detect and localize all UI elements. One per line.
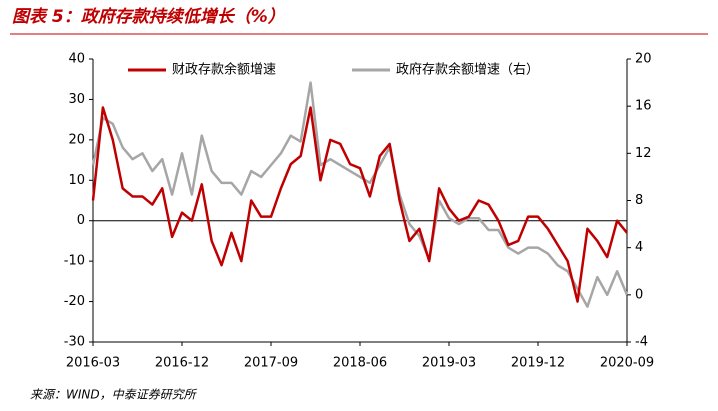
- y2-tick-label: 0: [635, 287, 643, 302]
- y2-tick-label: 8: [635, 193, 643, 208]
- y-tick-label: 0: [77, 213, 85, 228]
- legend-label: 财政存款余额增速: [172, 62, 276, 78]
- x-tick-label: 2017-09: [244, 356, 298, 371]
- y-tick-label: 30: [68, 92, 85, 107]
- x-tick-label: 2016-12: [155, 356, 209, 371]
- series-line: [91, 106, 628, 303]
- y-tick-label: 10: [68, 173, 85, 188]
- x-tick-label: 2019-03: [422, 356, 476, 371]
- y-tick-label: 40: [68, 52, 85, 67]
- series-line: [91, 81, 629, 308]
- chart-title: 图表 5：政府存款持续低增长（%）: [12, 7, 285, 27]
- y-tick-label: -10: [64, 254, 85, 269]
- x-tick-label: 2016-03: [66, 356, 120, 371]
- y2-tick-label: 20: [635, 52, 652, 67]
- y2-tick-label: 16: [635, 99, 652, 114]
- legend-label: 政府存款余额增速（右）: [396, 62, 539, 78]
- y-tick-label: 20: [68, 132, 85, 147]
- x-tick-label: 2020-09: [600, 356, 654, 371]
- y-tick-label: -20: [64, 294, 85, 309]
- y2-tick-label: -4: [635, 335, 648, 350]
- y-tick-label: -30: [64, 335, 85, 350]
- y2-tick-label: 12: [635, 146, 652, 161]
- y2-tick-label: 4: [635, 240, 643, 255]
- x-tick-label: 2018-06: [333, 356, 387, 371]
- source: 来源：WIND，中泰证券研究所: [30, 388, 198, 402]
- x-tick-label: 2019-12: [511, 356, 565, 371]
